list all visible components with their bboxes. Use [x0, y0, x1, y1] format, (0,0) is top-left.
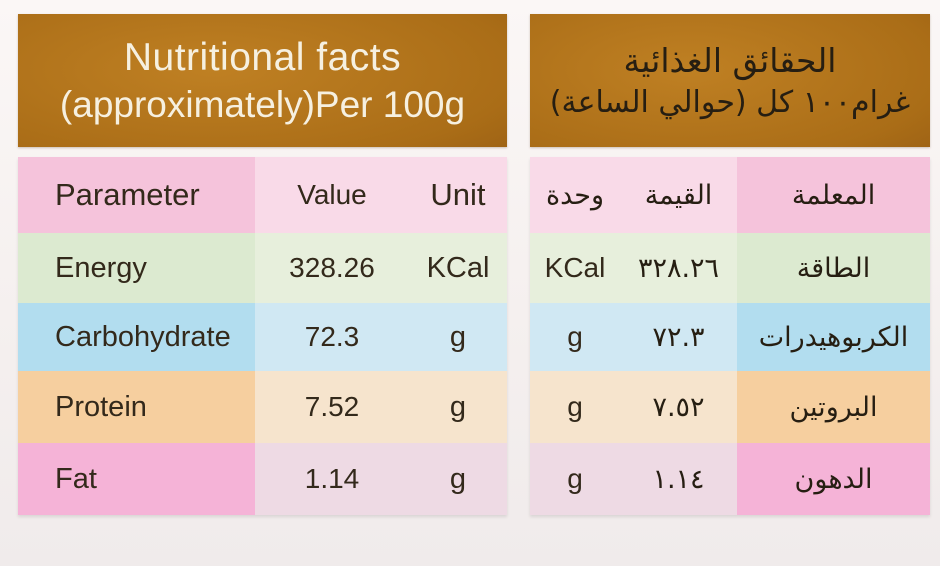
parameter-cell: Fat [18, 443, 255, 515]
unit-cell: g [530, 303, 620, 371]
table-row-protein: Protein 7.52 g [18, 371, 507, 443]
english-nutrition-table: Nutritional facts (approximately)Per 100… [18, 14, 507, 515]
english-title-line2: (approximately)Per 100g [59, 83, 466, 125]
arabic-title-line2: غرام١٠٠ كل (حوالي الساعة) [549, 85, 911, 121]
table-row-fat: Fat 1.14 g [18, 443, 507, 515]
unit-column-header: Unit [409, 157, 507, 233]
unit-cell: g [530, 443, 620, 515]
value-column-header: القيمة [620, 157, 737, 233]
value-cell: ٧٢.٣ [620, 303, 737, 371]
arabic-table-body: وحدة القيمة المعلمة KCal ٣٢٨.٢٦ الطاقة g… [530, 157, 930, 515]
parameter-cell: Energy [18, 233, 255, 303]
value-cell: ٧.٥٢ [620, 371, 737, 443]
table-row-fat: g ١.١٤ الدهون [530, 443, 930, 515]
unit-column-header: وحدة [530, 157, 620, 233]
value-cell: ٣٢٨.٢٦ [620, 233, 737, 303]
value-cell: 7.52 [255, 371, 409, 443]
table-row-energy: KCal ٣٢٨.٢٦ الطاقة [530, 233, 930, 303]
english-column-header-row: Parameter Value Unit [18, 157, 507, 233]
table-row-carbohydrate: Carbohydrate 72.3 g [18, 303, 507, 371]
english-title-line1: Nutritional facts [123, 35, 402, 79]
english-table-body: Parameter Value Unit Energy 328.26 KCal … [18, 157, 507, 515]
value-cell: 1.14 [255, 443, 409, 515]
value-column-header: Value [255, 157, 409, 233]
arabic-table-header: الحقائق الغذائية غرام١٠٠ كل (حوالي الساع… [530, 14, 930, 147]
parameter-cell: البروتين [737, 371, 930, 443]
parameter-cell: الطاقة [737, 233, 930, 303]
value-cell: ١.١٤ [620, 443, 737, 515]
unit-cell: g [409, 303, 507, 371]
english-table-header: Nutritional facts (approximately)Per 100… [18, 14, 507, 147]
parameter-cell: الدهون [737, 443, 930, 515]
unit-cell: g [409, 371, 507, 443]
table-row-energy: Energy 328.26 KCal [18, 233, 507, 303]
table-row-carbohydrate: g ٧٢.٣ الكربوهيدرات [530, 303, 930, 371]
unit-cell: KCal [409, 233, 507, 303]
parameter-cell: الكربوهيدرات [737, 303, 930, 371]
table-row-protein: g ٧.٥٢ البروتين [530, 371, 930, 443]
unit-cell: KCal [530, 233, 620, 303]
parameter-column-header: Parameter [18, 157, 255, 233]
unit-cell: g [409, 443, 507, 515]
arabic-title-line1: الحقائق الغذائية [623, 41, 837, 81]
parameter-column-header: المعلمة [737, 157, 930, 233]
parameter-cell: Carbohydrate [18, 303, 255, 371]
value-cell: 72.3 [255, 303, 409, 371]
parameter-cell: Protein [18, 371, 255, 443]
arabic-column-header-row: وحدة القيمة المعلمة [530, 157, 930, 233]
unit-cell: g [530, 371, 620, 443]
arabic-nutrition-table: الحقائق الغذائية غرام١٠٠ كل (حوالي الساع… [530, 14, 930, 515]
value-cell: 328.26 [255, 233, 409, 303]
